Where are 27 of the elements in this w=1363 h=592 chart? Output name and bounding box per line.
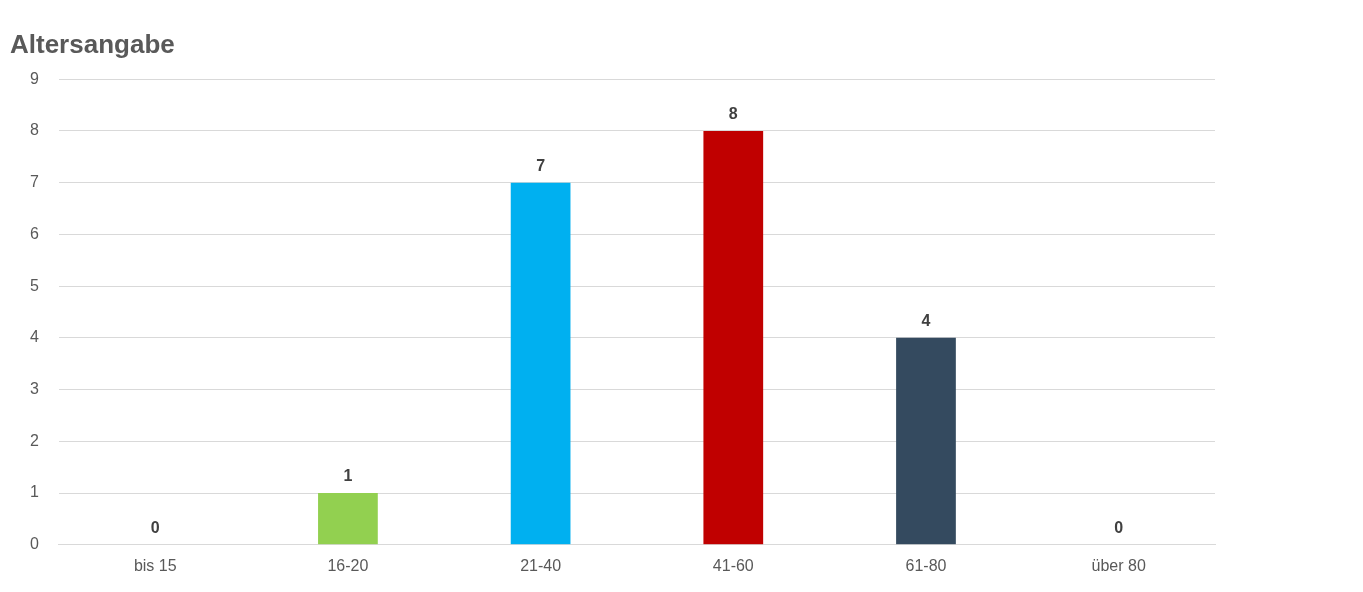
data-label: 8 <box>728 105 738 123</box>
data-label: 4 <box>921 312 931 330</box>
x-tick-label: 61-80 <box>905 556 947 574</box>
data-label: 1 <box>343 467 353 485</box>
data-label: 0 <box>1114 519 1124 537</box>
y-tick-label: 2 <box>29 431 39 449</box>
bar <box>896 337 956 545</box>
y-tick-label: 7 <box>29 173 39 191</box>
x-tick-label: 21-40 <box>520 556 562 574</box>
bar <box>703 130 764 545</box>
x-tick-label: über 80 <box>1091 556 1146 574</box>
data-label: 7 <box>536 157 546 175</box>
y-tick-label: 5 <box>29 276 39 294</box>
bar <box>318 493 378 545</box>
x-tick-label: bis 15 <box>133 556 177 574</box>
data-label: 0 <box>150 519 160 537</box>
y-tick-label: 1 <box>29 483 39 501</box>
y-tick-label: 8 <box>29 121 39 139</box>
y-tick-label: 9 <box>29 69 39 87</box>
x-tick-label: 16-20 <box>327 556 369 574</box>
y-tick-label: 4 <box>29 328 39 346</box>
y-tick-label: 0 <box>29 535 39 553</box>
bar <box>510 182 571 545</box>
y-tick-label: 3 <box>29 380 39 398</box>
y-tick-label: 6 <box>29 224 39 242</box>
chart-title: Altersangabe <box>10 28 175 59</box>
x-tick-label: 41-60 <box>712 556 754 574</box>
